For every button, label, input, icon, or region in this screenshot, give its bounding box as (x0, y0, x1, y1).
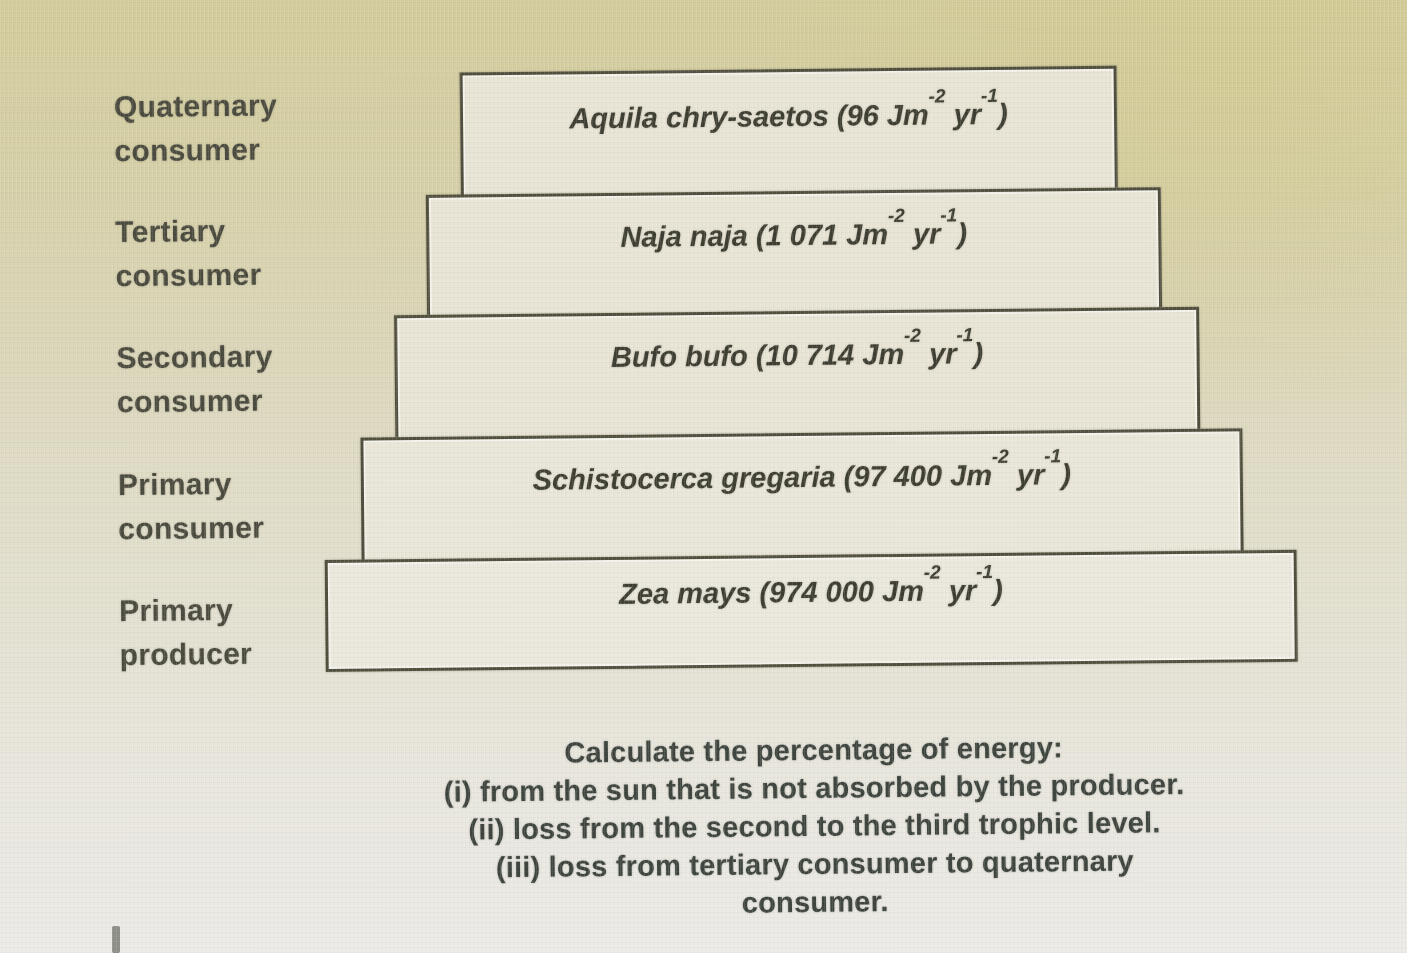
label-primary-producer: Primary producer (119, 593, 253, 673)
exponent: -2 (991, 446, 1009, 468)
trophic-box-quaternary-consumer: Aquila chry-saetos (96 Jm-2 yr-1) (459, 65, 1118, 207)
trophic-box-text: Aquila chry-saetos (96 Jm-2 yr-1) (569, 85, 1008, 136)
exponent: -2 (887, 205, 905, 227)
trophic-box-text: Schistocerca gregaria (97 400 Jm-2 yr-1) (532, 445, 1072, 497)
exponent: -2 (923, 562, 941, 584)
label-tertiary-consumer: Tertiary consumer (115, 214, 262, 294)
trophic-box-primary-producer: Zea mays (974 000 Jm-2 yr-1) (324, 549, 1298, 672)
text-cursor (112, 926, 120, 953)
trophic-box-text: Zea mays (974 000 Jm-2 yr-1) (619, 561, 1004, 611)
exponent: -1 (940, 204, 958, 227)
label-quaternary-consumer: Quaternary consumer (113, 89, 278, 169)
label-primary-consumer: Primary consumer (117, 467, 265, 547)
exponent: -2 (903, 325, 922, 347)
label-secondary-consumer: Secondary consumer (116, 340, 273, 420)
exponent: -1 (980, 85, 998, 107)
exponent: -1 (975, 561, 994, 583)
question-block: Calculate the percentage of energy: (i) … (219, 726, 1407, 928)
exponent: -1 (956, 324, 974, 346)
exponent: -2 (928, 86, 946, 108)
exponent: -1 (1044, 445, 1062, 468)
trophic-box-text: Bufo bufo (10 714 Jm-2 yr-1) (610, 324, 984, 374)
trophic-box-text: Naja naja (1 071 Jm-2 yr-1) (620, 204, 968, 254)
